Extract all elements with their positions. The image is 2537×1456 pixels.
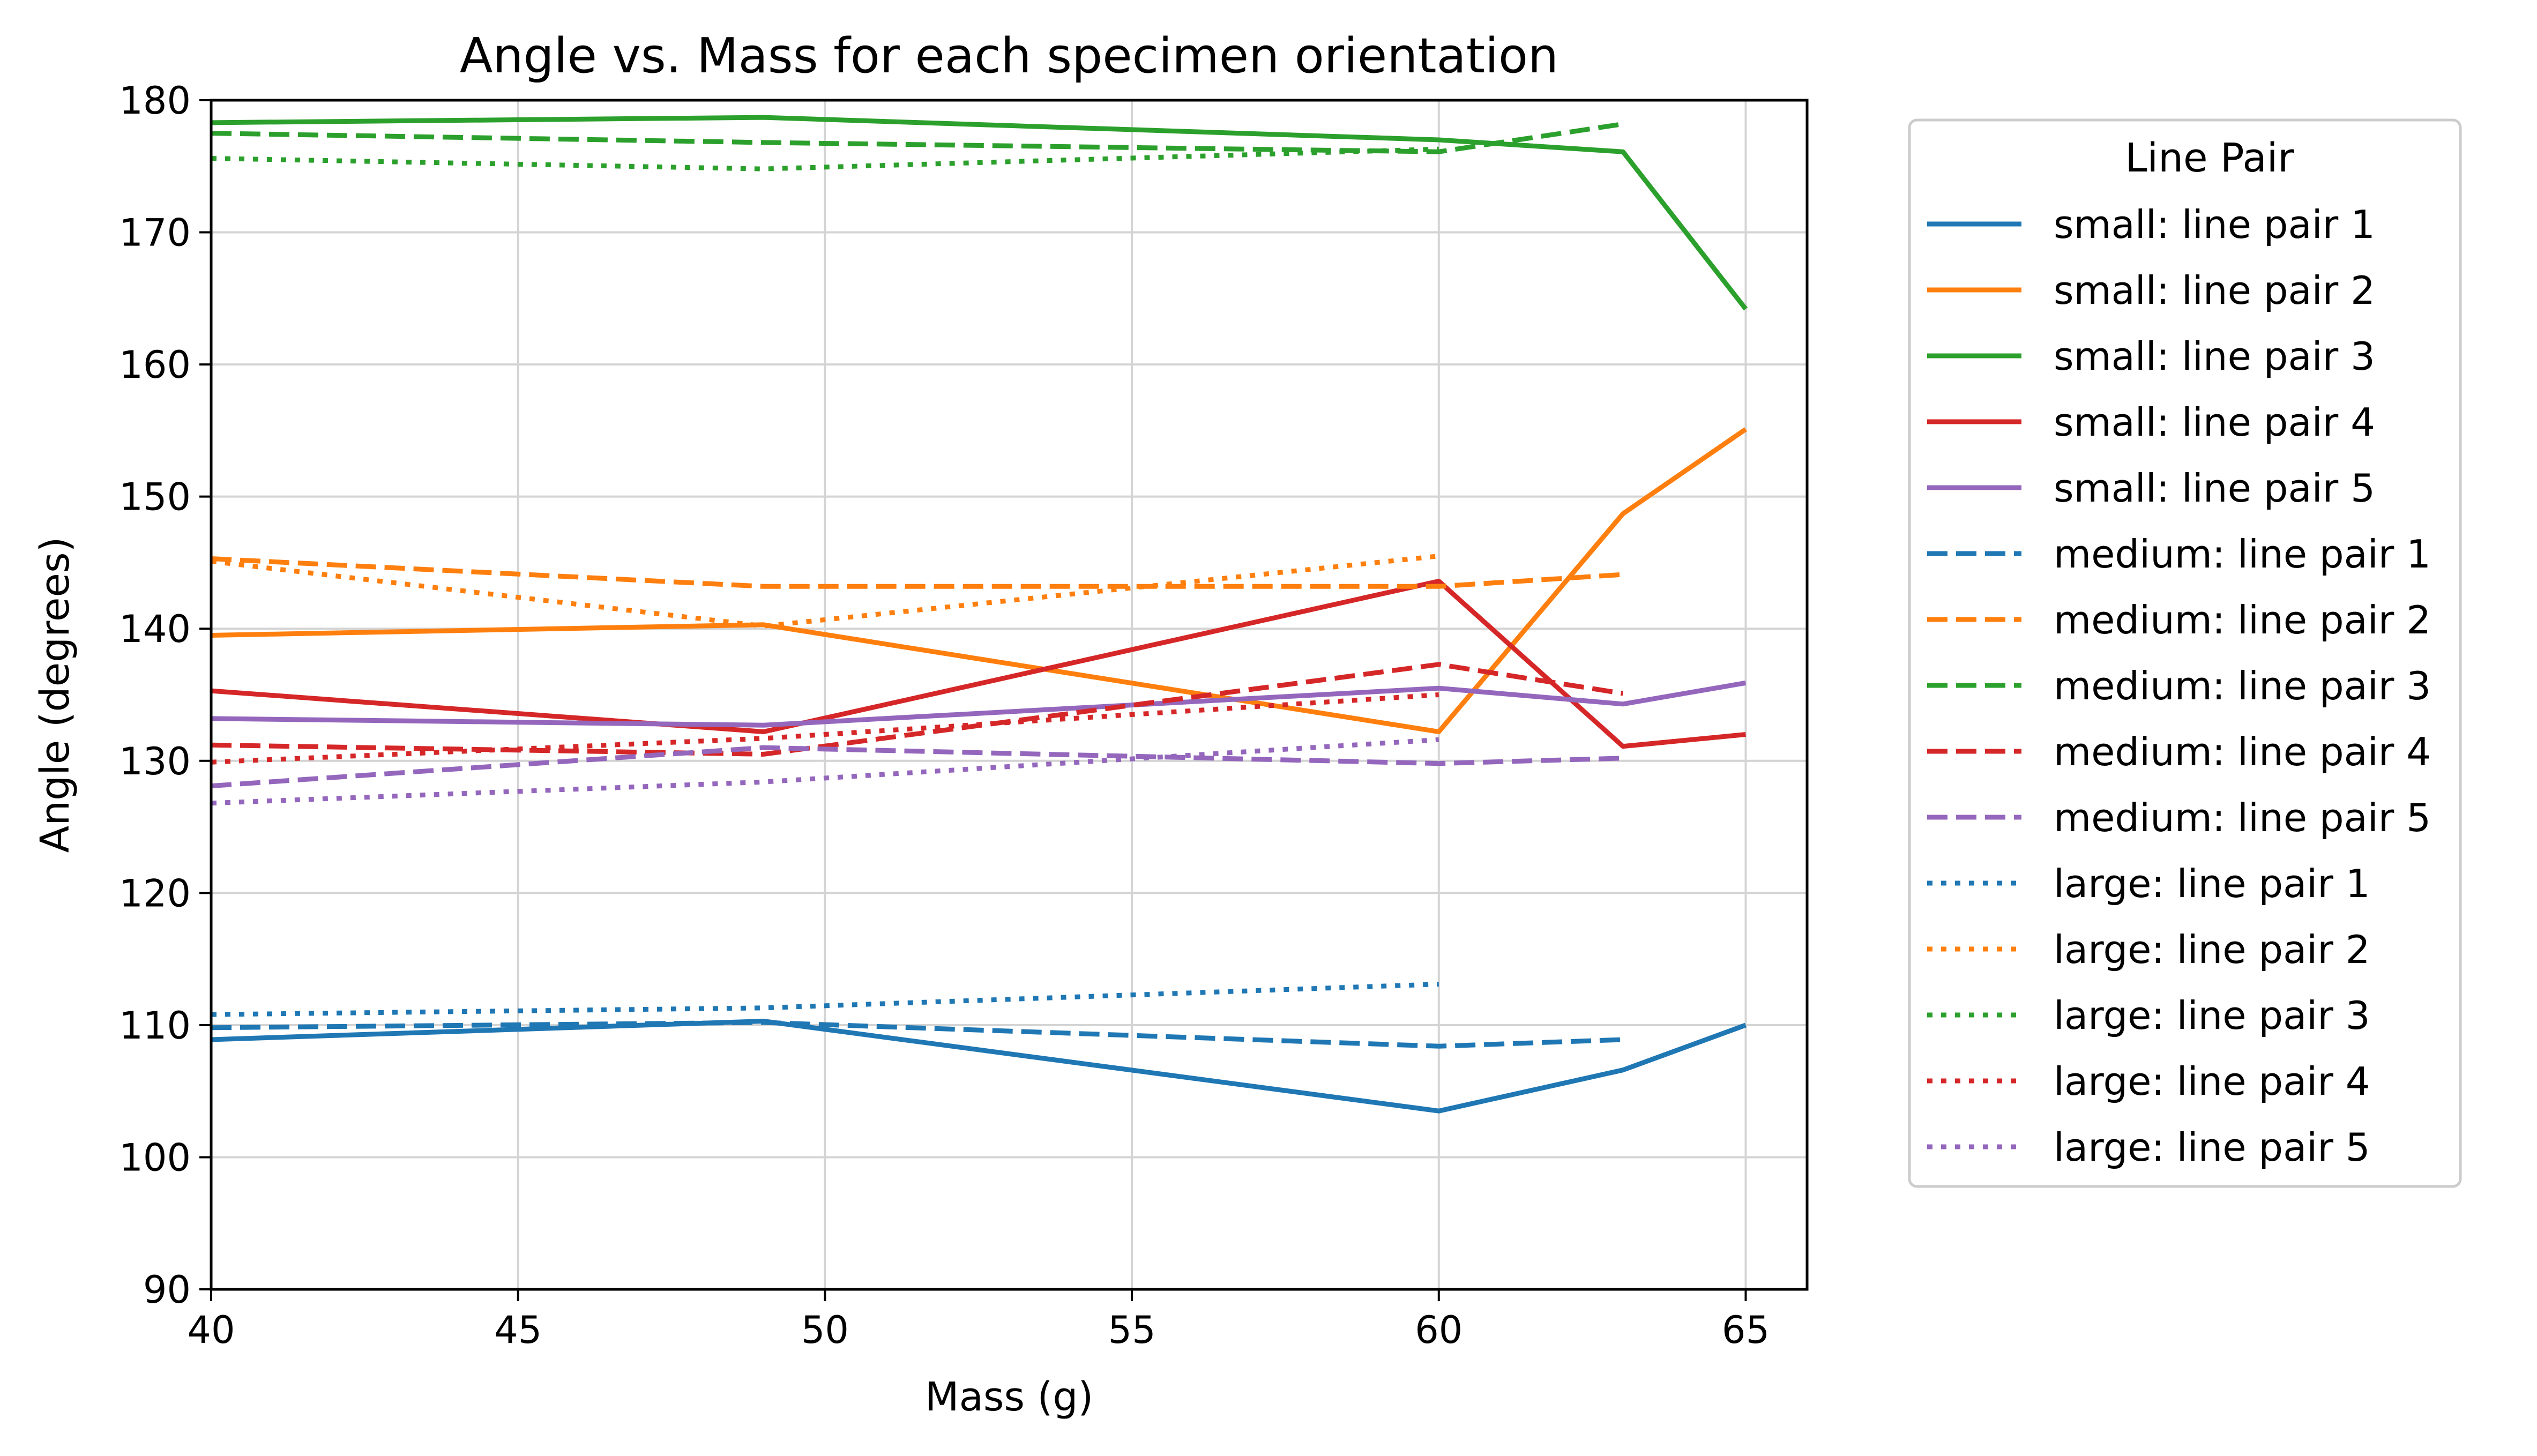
legend-label: small: line pair 1 [2054, 202, 2375, 247]
legend-label: large: line pair 2 [2054, 927, 2370, 972]
series-line [211, 1019, 1747, 1114]
legend-label: medium: line pair 5 [2054, 795, 2431, 840]
y-tick-label: 180 [119, 79, 191, 123]
legend-label: small: line pair 2 [2054, 268, 2375, 313]
series-line [211, 745, 1623, 789]
series-line [211, 692, 1439, 765]
series-line [211, 579, 1746, 749]
y-tick-label: 170 [119, 211, 191, 255]
y-tick-label: 160 [119, 343, 191, 387]
legend-label: medium: line pair 4 [2054, 729, 2431, 774]
series-line [211, 1020, 1623, 1049]
series-line [211, 146, 1439, 171]
legend-label: large: line pair 5 [2054, 1125, 2370, 1170]
y-tick-label: 150 [119, 475, 191, 519]
y-tick-label: 90 [143, 1268, 191, 1312]
x-tick-label: 55 [1108, 1308, 1156, 1352]
x-axis-label: Mass (g) [925, 1374, 1094, 1420]
legend-title: Line Pair [2125, 135, 2294, 181]
plot-area-frame [210, 99, 1809, 1291]
y-axis-label: Angle (degrees) [32, 537, 78, 853]
series-line [211, 554, 1439, 629]
legend-label: small: line pair 4 [2054, 400, 2375, 445]
series-line [211, 121, 1624, 154]
legend-label: small: line pair 5 [2054, 466, 2375, 511]
legend-box [1908, 118, 2462, 1188]
series-line [211, 662, 1624, 757]
legend-label: large: line pair 4 [2054, 1059, 2370, 1104]
axis-ticks: 40 45 50 55 60 65 90 100 110 120 130 140 150 160 170 18… [119, 79, 1770, 1352]
legend-label: large: line pair 3 [2054, 993, 2370, 1038]
y-tick-label: 110 [119, 1004, 191, 1048]
series-line [211, 982, 1439, 1017]
legend-label: large: line pair 1 [2054, 861, 2370, 906]
x-tick-label: 40 [187, 1308, 235, 1352]
chart-title: Angle vs. Mass for each specimen orienta… [460, 28, 1558, 84]
legend-label: medium: line pair 1 [2054, 532, 2431, 577]
legend-label: medium: line pair 2 [2054, 598, 2431, 643]
legend-label: small: line pair 3 [2054, 334, 2375, 379]
x-tick-label: 45 [494, 1308, 542, 1352]
y-tick-label: 140 [119, 607, 191, 651]
y-tick-label: 100 [119, 1136, 191, 1179]
legend-items: small: line pair 1 small: line pair 2 smal… [1927, 202, 2431, 1170]
series-group [211, 115, 1748, 1114]
series-line [211, 680, 1747, 728]
series-line [211, 427, 1748, 734]
y-tick-label: 130 [119, 740, 191, 783]
x-tick-label: 65 [1722, 1308, 1770, 1352]
series-line [211, 737, 1439, 806]
x-tick-label: 50 [801, 1308, 849, 1352]
series-line [211, 115, 1748, 311]
x-tick-label: 60 [1415, 1308, 1462, 1352]
legend-label: medium: line pair 3 [2054, 663, 2431, 708]
y-tick-label: 120 [119, 871, 191, 915]
series-line [211, 556, 1623, 589]
